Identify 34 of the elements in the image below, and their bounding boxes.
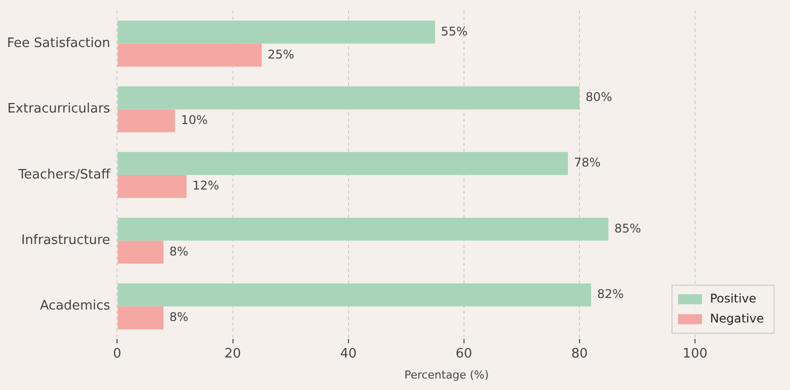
legend-label: Negative bbox=[710, 311, 764, 326]
bar bbox=[118, 240, 164, 264]
data-label: 82% bbox=[597, 286, 624, 301]
legend-label: Positive bbox=[710, 291, 756, 306]
y-tick-label: Fee Satisfaction bbox=[7, 36, 110, 52]
data-label: 85% bbox=[614, 221, 642, 236]
bar bbox=[118, 175, 187, 198]
bar bbox=[118, 109, 175, 132]
y-tick-label: Teachers/Staff bbox=[17, 167, 112, 182]
x-tick-label: 80 bbox=[571, 346, 588, 362]
x-tick-label: 20 bbox=[224, 346, 242, 362]
y-tick-label: Academics bbox=[40, 298, 110, 314]
data-label: 25% bbox=[268, 47, 294, 62]
x-tick-label: 60 bbox=[456, 346, 472, 362]
x-tick-label: 100 bbox=[682, 346, 708, 362]
data-label: 12% bbox=[192, 178, 220, 193]
data-label: 8% bbox=[169, 244, 188, 258]
x-tick-label: 40 bbox=[340, 346, 357, 362]
data-label: 55% bbox=[441, 24, 468, 38]
bar bbox=[118, 283, 592, 306]
bar bbox=[118, 86, 580, 110]
data-label: 80% bbox=[586, 90, 612, 104]
bar bbox=[118, 20, 436, 44]
bar bbox=[118, 44, 262, 67]
y-tick-label: Infrastructure bbox=[21, 233, 110, 248]
data-label: 10% bbox=[180, 112, 208, 127]
x-axis-title: Percentage (%) bbox=[404, 368, 489, 382]
data-label: 78% bbox=[574, 156, 601, 170]
y-tick-label: Extracurriculars bbox=[7, 102, 110, 117]
bar bbox=[118, 306, 164, 330]
x-tick-label: 0 bbox=[113, 346, 122, 362]
bar bbox=[118, 218, 608, 241]
bar bbox=[118, 152, 568, 175]
data-label: 8% bbox=[169, 310, 188, 324]
